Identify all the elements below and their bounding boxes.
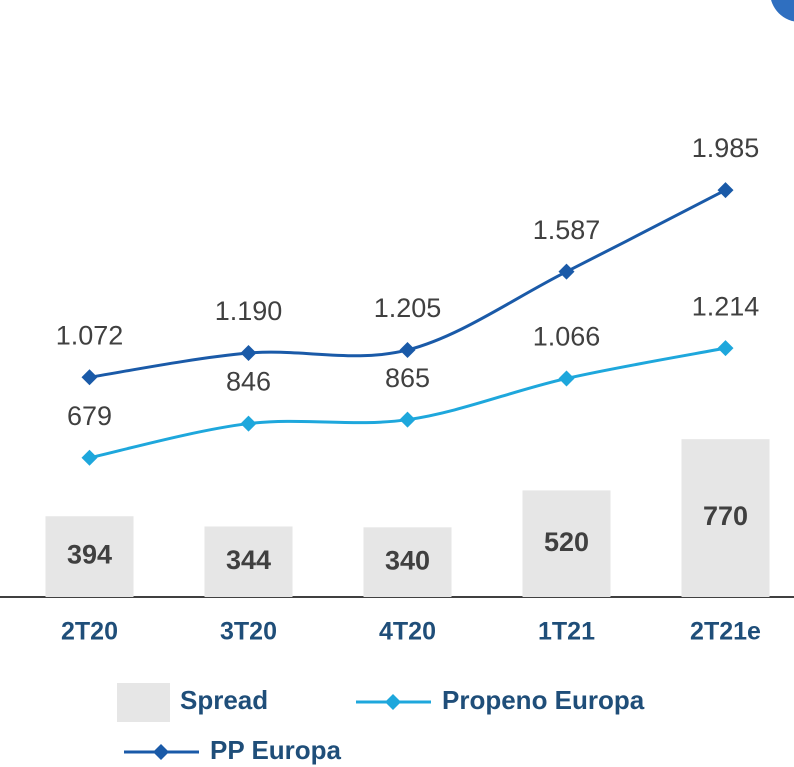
bar — [363, 527, 452, 597]
marker — [558, 263, 575, 280]
data-label: 1.985 — [692, 133, 760, 163]
marker — [558, 370, 575, 387]
data-label: 1.587 — [533, 215, 601, 245]
marker — [81, 369, 98, 386]
bar — [45, 516, 134, 597]
marker — [399, 411, 416, 428]
x-tick-label: 4T20 — [379, 618, 436, 646]
x-tick-label: 1T21 — [538, 618, 595, 646]
bar-label: 344 — [226, 545, 271, 575]
data-label: 1.072 — [56, 320, 124, 350]
data-label: 1.190 — [215, 296, 283, 326]
bar-label: 394 — [67, 540, 112, 570]
data-label: 846 — [226, 367, 271, 397]
data-label: 679 — [67, 401, 112, 431]
data-label: 1.205 — [374, 293, 442, 323]
x-tick-label: 2T20 — [61, 618, 118, 646]
legend-label: Propeno Europa — [442, 685, 645, 715]
marker — [240, 415, 257, 432]
marker — [81, 449, 98, 466]
marker — [717, 182, 734, 199]
legend-label: Spread — [180, 685, 268, 715]
data-label: 1.066 — [533, 322, 601, 352]
bar — [522, 490, 611, 597]
bar — [681, 439, 770, 597]
data-label: 865 — [385, 363, 430, 393]
x-tick-label: 2T21e — [690, 618, 761, 646]
marker — [717, 340, 734, 357]
marker — [240, 345, 257, 362]
marker — [399, 341, 416, 358]
legend-marker — [385, 694, 401, 710]
bar-label: 520 — [544, 527, 589, 557]
x-tick-label: 3T20 — [220, 618, 277, 646]
logo — [771, 0, 794, 22]
data-label: 1.214 — [692, 291, 760, 321]
bar-label: 340 — [385, 545, 430, 575]
legend-label: PP Europa — [210, 735, 342, 765]
bar-label: 770 — [703, 501, 748, 531]
bar — [204, 526, 293, 597]
legend-swatch — [117, 683, 170, 722]
legend-marker — [153, 744, 169, 760]
